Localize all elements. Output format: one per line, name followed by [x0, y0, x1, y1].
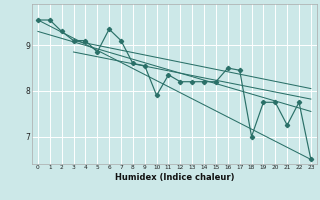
- X-axis label: Humidex (Indice chaleur): Humidex (Indice chaleur): [115, 173, 234, 182]
